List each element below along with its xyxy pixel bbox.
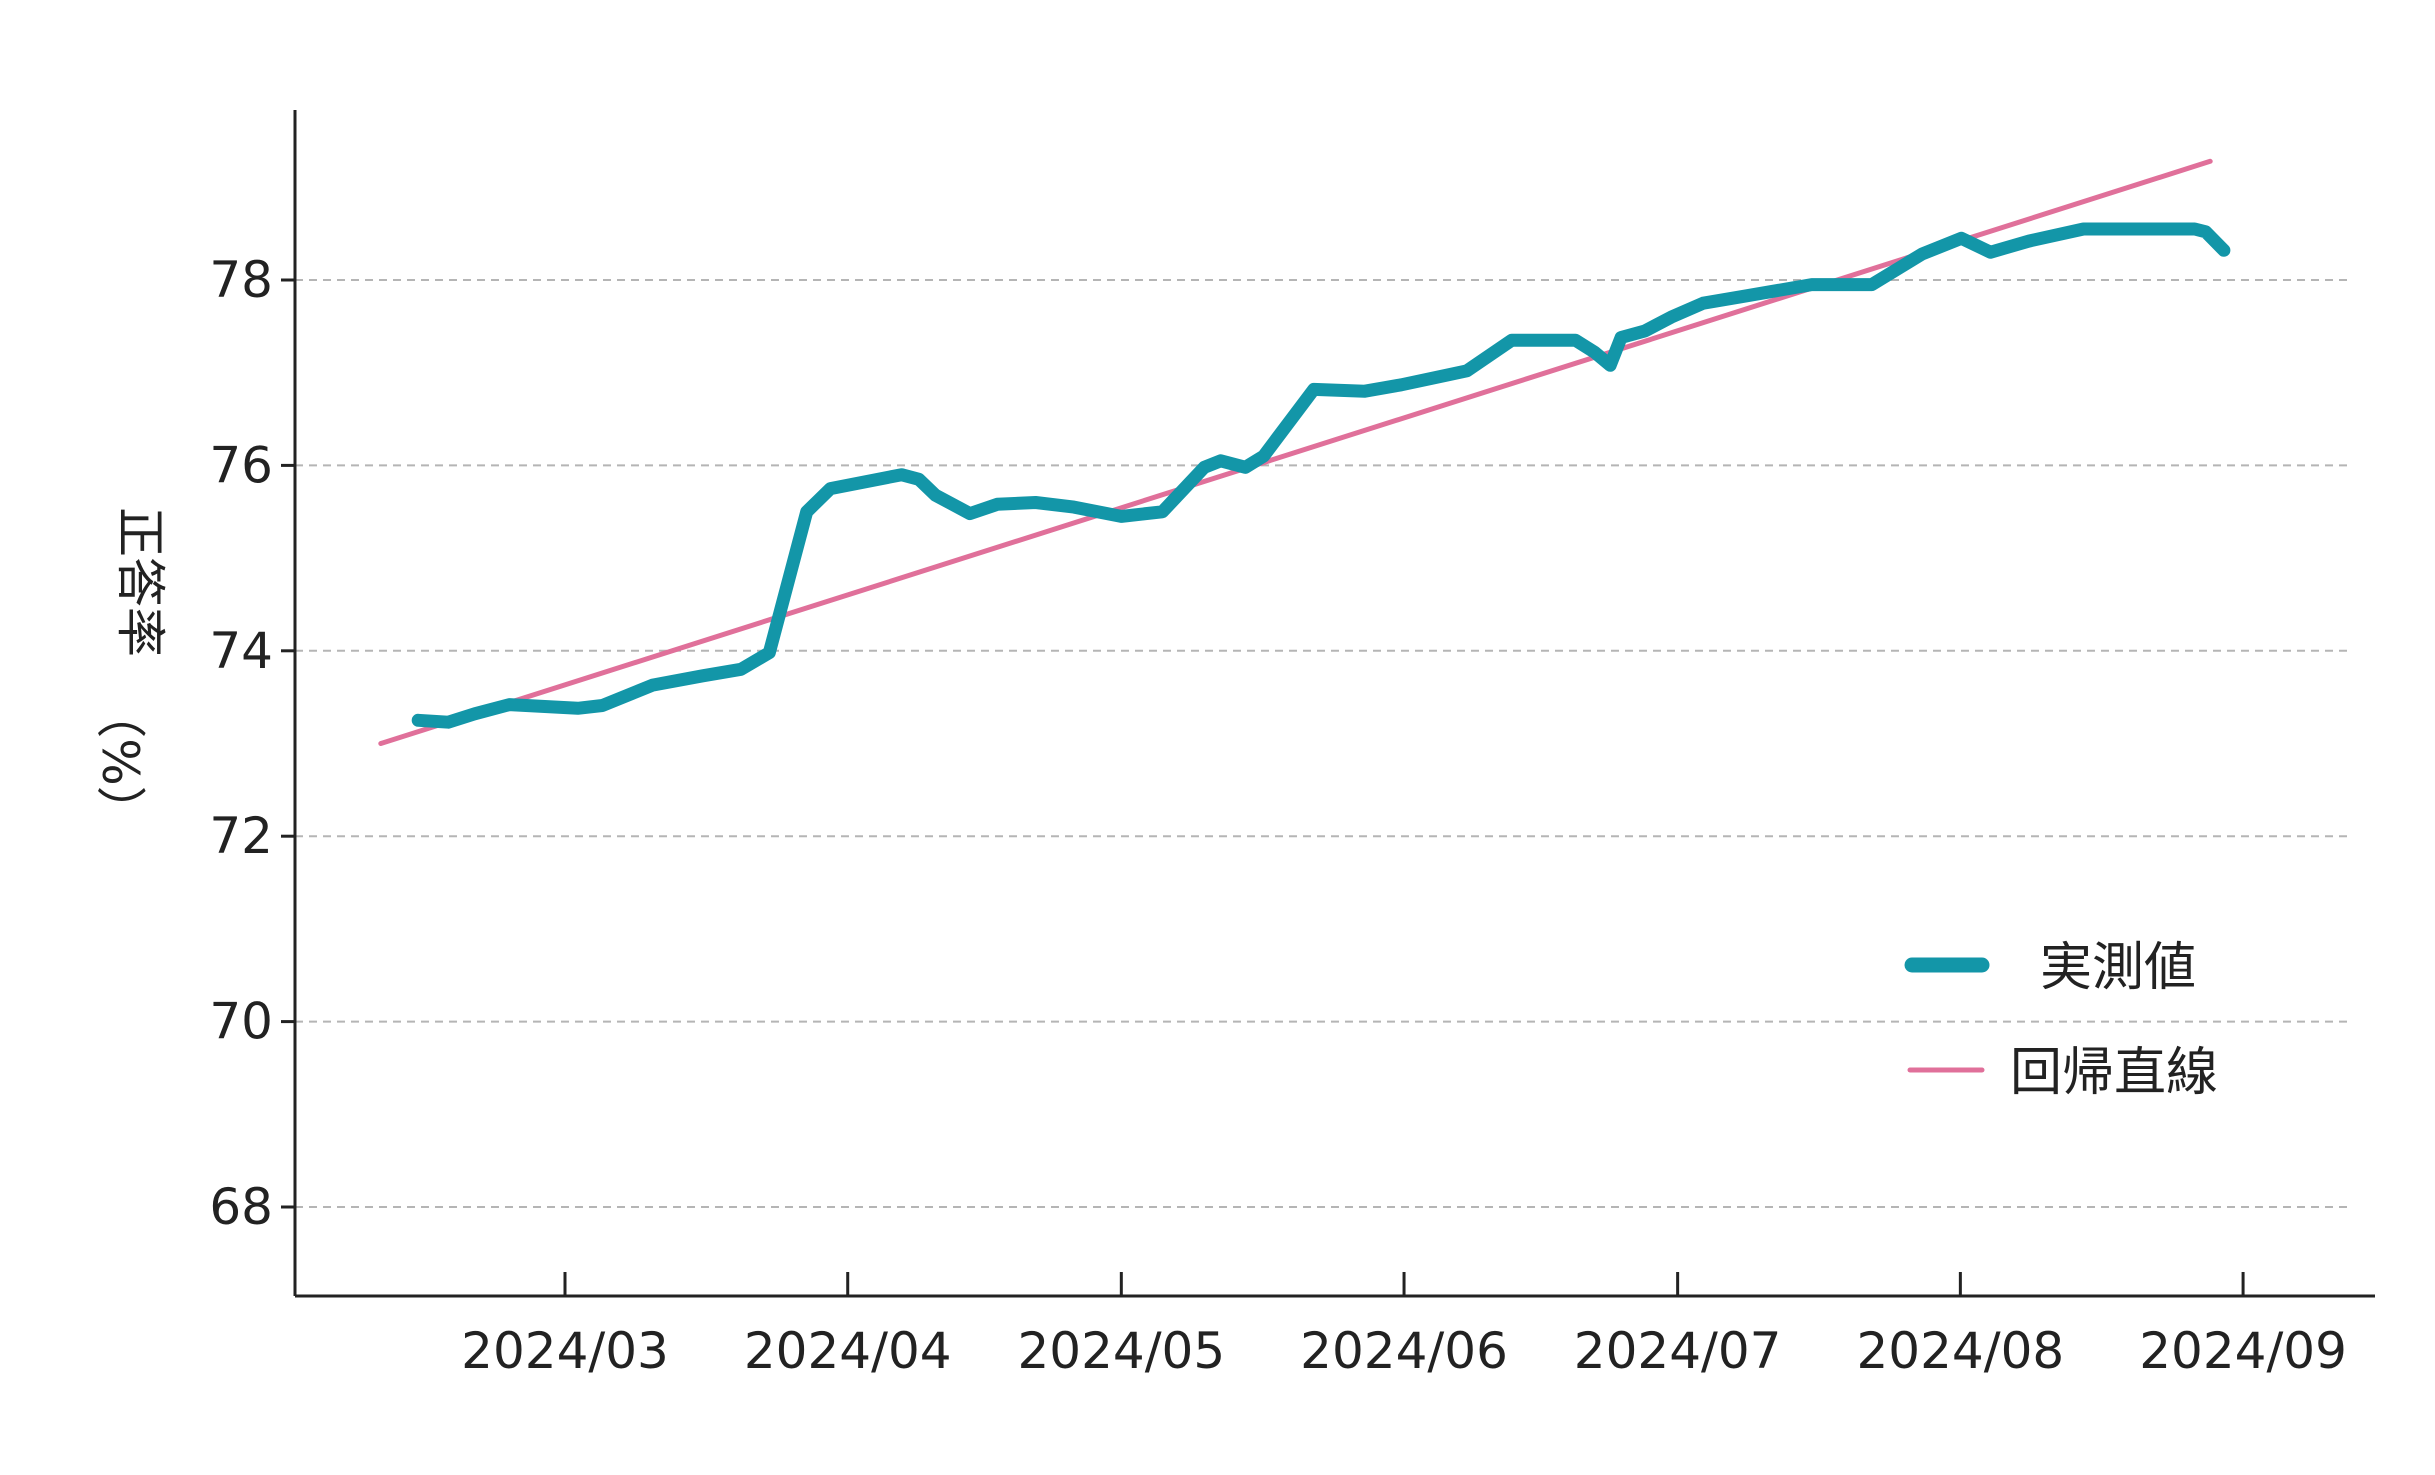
axes xyxy=(293,110,2375,1298)
y-tick-label-76: 76 xyxy=(209,436,273,494)
x-tick-label-5: 2024/08 xyxy=(1857,1322,2065,1380)
series xyxy=(378,158,2231,746)
x-tick-label-6: 2024/09 xyxy=(2139,1322,2347,1380)
y-axis-label: 正答率 xyxy=(111,507,169,657)
y-axis-title: 正答率 （%） xyxy=(91,507,169,836)
y-tick-label-68: 68 xyxy=(209,1178,273,1236)
x-tick-label-4: 2024/07 xyxy=(1574,1322,1782,1380)
legend: 実測値 回帰直線 xyxy=(1904,938,2218,1103)
x-ticks: 2024/03 2024/04 2024/05 2024/06 2024/07 2024/… xyxy=(461,1272,2347,1380)
y-tick-label-78: 78 xyxy=(209,251,273,309)
x-tick-label-3: 2024/06 xyxy=(1300,1322,1508,1380)
y-axis-unit: （%） xyxy=(91,688,149,836)
x-tick-label-0: 2024/03 xyxy=(461,1322,669,1380)
y-tick-label-74: 74 xyxy=(209,622,273,680)
x-tick-label-2: 2024/05 xyxy=(1017,1322,1225,1380)
x-tick-label-1: 2024/04 xyxy=(744,1322,952,1380)
series-line-measured xyxy=(411,222,2231,729)
legend-label-measured: 実測値 xyxy=(2040,938,2196,998)
legend-label-regression: 回帰直線 xyxy=(2010,1043,2218,1103)
y-tick-label-70: 70 xyxy=(209,993,273,1051)
grid-lines xyxy=(295,279,2353,1208)
y-tick-label-72: 72 xyxy=(209,807,273,865)
y-ticks: 68 70 72 74 76 78 xyxy=(209,251,295,1236)
